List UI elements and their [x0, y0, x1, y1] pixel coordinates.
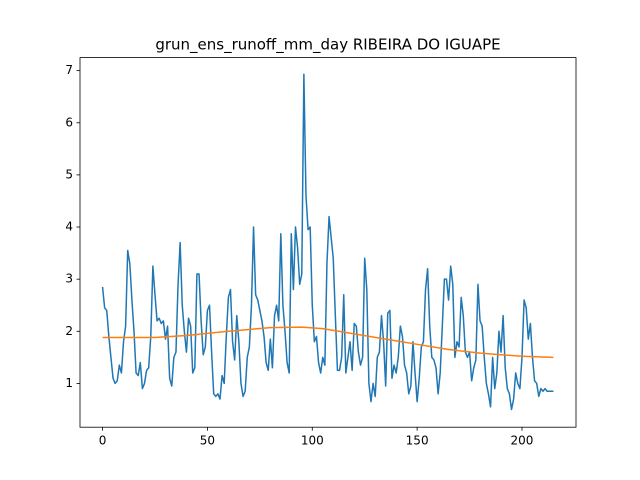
y-tick-label: 7: [65, 63, 73, 77]
x-tick-label: 50: [200, 434, 215, 448]
x-tick-label: 100: [301, 434, 324, 448]
y-tick-label: 4: [65, 220, 73, 234]
x-tick-label: 200: [511, 434, 534, 448]
data-line: [102, 326, 554, 359]
x-tick-label: 150: [406, 434, 429, 448]
y-tick-label: 6: [65, 115, 73, 129]
y-tick-label: 2: [65, 324, 73, 338]
chart-title: grun_ens_runoff_mm_day RIBEIRA DO IGUAPE: [155, 36, 500, 55]
x-tick-label: 0: [99, 434, 107, 448]
data-line: [101, 73, 554, 411]
y-tick-label: 5: [65, 167, 73, 181]
plot-frame: [79, 57, 577, 428]
y-tick-label: 1: [65, 376, 73, 390]
y-tick-label: 3: [65, 272, 73, 286]
